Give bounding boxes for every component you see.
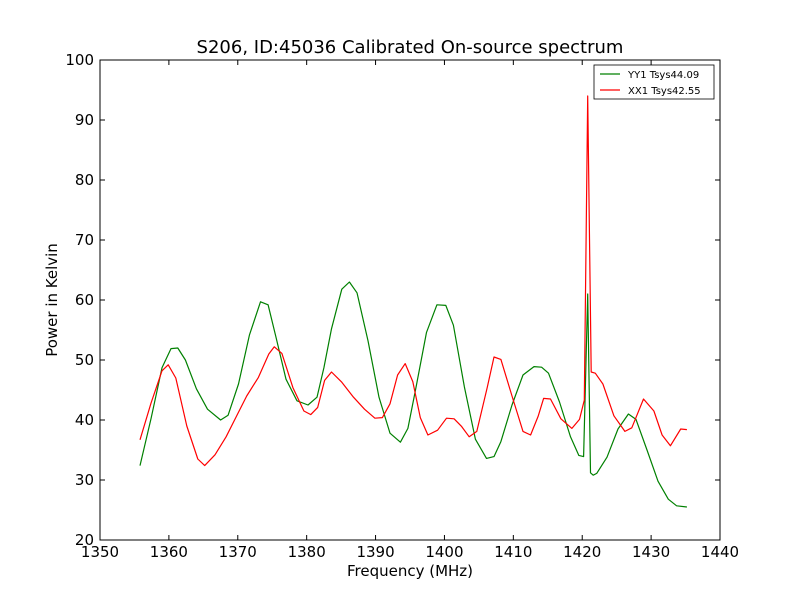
legend-label-xx1: XX1 Tsys42.55 — [628, 86, 701, 97]
plot-frame — [99, 59, 721, 541]
x-tick-label: 1350 — [81, 543, 119, 561]
x-tick-label: 1410 — [494, 543, 532, 561]
x-axis-ticks: 1350 1360 1370 1380 1390 1400 1410 1420 1430 1440 — [81, 60, 739, 561]
chart-title: S206, ID:45036 Calibrated On-source spec… — [197, 37, 624, 58]
x-tick-label: 1440 — [701, 543, 739, 561]
x-tick-label: 1430 — [632, 543, 670, 561]
legend: YY1 Tsys44.09 XX1 Tsys42.55 — [593, 64, 715, 100]
y-axis-label: Power in Kelvin — [43, 243, 61, 357]
plot-area — [100, 60, 720, 540]
y-tick-label: 80 — [75, 171, 94, 189]
x-tick-label: 1400 — [425, 543, 463, 561]
x-tick-label: 1370 — [219, 543, 257, 561]
legend-label-yy1: YY1 Tsys44.09 — [627, 70, 699, 81]
x-tick-label: 1360 — [150, 543, 188, 561]
y-tick-label: 60 — [75, 291, 94, 309]
series-line-yy1 — [139, 281, 687, 508]
y-tick-label: 30 — [75, 471, 94, 489]
x-tick-label: 1420 — [563, 543, 601, 561]
series-layer — [139, 95, 687, 508]
y-tick-label: 90 — [75, 111, 94, 129]
x-axis-label: Frequency (MHz) — [347, 562, 473, 580]
series-line-xx1 — [139, 95, 687, 467]
y-tick-label: 70 — [75, 231, 94, 249]
y-tick-label: 50 — [75, 351, 94, 369]
y-tick-label: 40 — [75, 411, 94, 429]
x-tick-label: 1380 — [288, 543, 326, 561]
x-tick-label: 1390 — [356, 543, 394, 561]
y-axis-ticks: 20 30 40 50 60 70 80 90 100 — [65, 51, 720, 549]
legend-frame — [593, 64, 715, 100]
y-tick-label: 20 — [75, 531, 94, 549]
y-tick-label: 100 — [65, 51, 94, 69]
